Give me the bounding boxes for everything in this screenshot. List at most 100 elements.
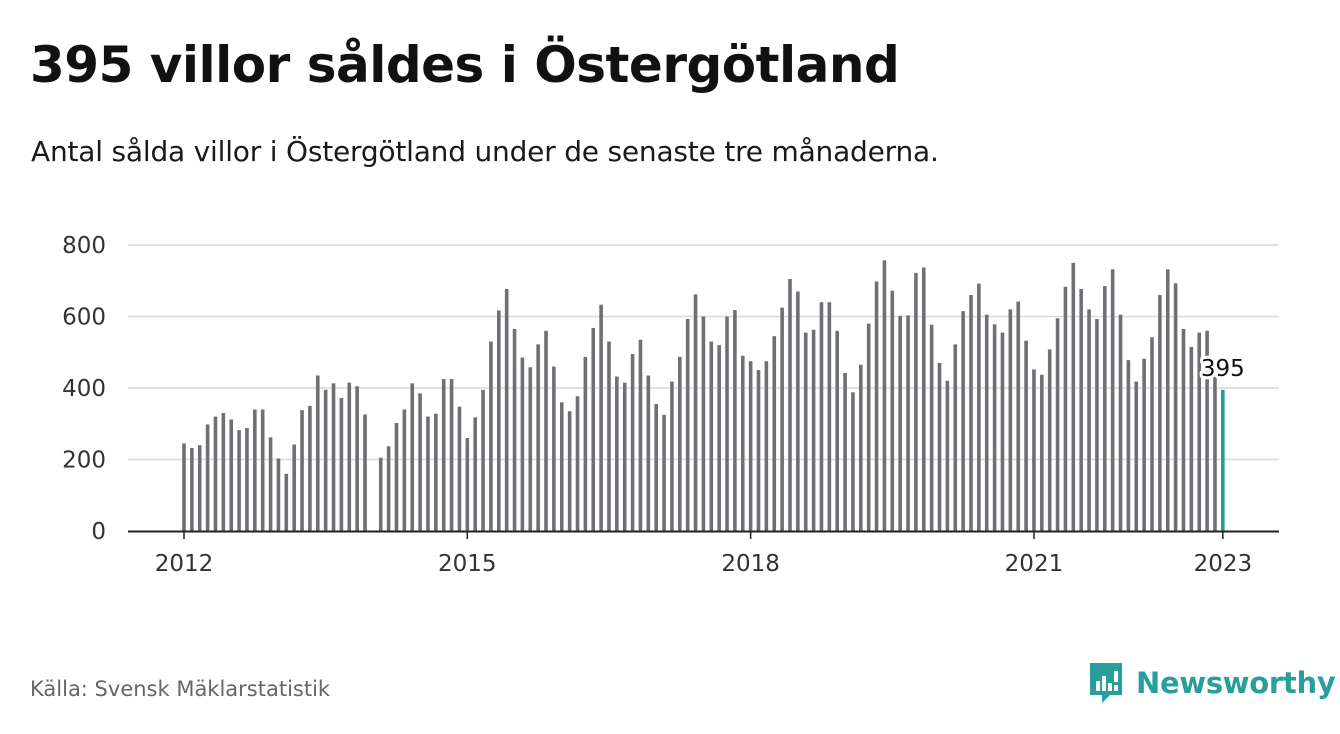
bar xyxy=(1165,269,1170,531)
bar xyxy=(418,393,422,531)
bar xyxy=(1173,283,1178,531)
bar xyxy=(796,291,800,531)
bar xyxy=(1142,358,1146,531)
bar xyxy=(457,406,462,531)
bar xyxy=(583,356,588,531)
bar xyxy=(599,304,603,531)
bar xyxy=(906,315,910,531)
bar xyxy=(229,419,234,531)
bar xyxy=(1063,286,1068,531)
bar xyxy=(363,414,367,531)
bar xyxy=(237,430,241,531)
bar xyxy=(945,380,950,531)
bar xyxy=(819,302,824,531)
bar xyxy=(1189,346,1194,531)
source-note: Källa: Svensk Mäklarstatistik xyxy=(30,677,331,701)
bar xyxy=(646,375,651,531)
x-tick-label: 2018 xyxy=(721,551,780,577)
chart-title: 395 villor såldes i Östergötland xyxy=(30,36,900,94)
bar xyxy=(591,327,596,531)
bar xyxy=(772,336,777,531)
bar xyxy=(725,316,729,531)
bar xyxy=(1055,318,1060,531)
bar xyxy=(213,416,218,531)
bar xyxy=(536,344,540,531)
y-tick-label: 800 xyxy=(62,233,106,259)
bar xyxy=(1213,376,1217,531)
bar-highlight xyxy=(1221,389,1225,531)
bars xyxy=(182,260,1225,532)
bar xyxy=(1158,295,1162,531)
bar xyxy=(984,314,989,531)
bar xyxy=(205,424,210,531)
bar xyxy=(402,409,407,531)
bar xyxy=(882,260,887,531)
bar xyxy=(197,445,202,531)
bar xyxy=(780,307,784,531)
bar xyxy=(1134,381,1139,531)
bar xyxy=(268,437,273,531)
bar xyxy=(701,316,706,531)
bar xyxy=(308,405,312,532)
bar xyxy=(559,402,564,531)
bar xyxy=(615,376,619,531)
bar xyxy=(331,383,336,531)
bar xyxy=(969,295,973,531)
bar xyxy=(1047,349,1052,531)
bar xyxy=(1016,301,1021,531)
bar xyxy=(811,329,816,531)
bar xyxy=(977,283,981,531)
y-tick-label: 600 xyxy=(62,305,106,331)
x-tick-label: 2012 xyxy=(155,551,214,577)
bar xyxy=(284,473,289,531)
y-tick-label: 0 xyxy=(91,519,106,545)
bar xyxy=(300,410,304,531)
bar xyxy=(1102,286,1107,531)
bar xyxy=(1040,374,1044,531)
bar xyxy=(961,311,965,531)
bar xyxy=(1197,332,1202,531)
bar xyxy=(803,332,808,531)
bar xyxy=(851,392,855,531)
bar xyxy=(253,409,257,531)
bar xyxy=(355,386,359,531)
bar xyxy=(512,329,517,531)
bar xyxy=(394,423,399,531)
bar xyxy=(567,411,572,531)
bar xyxy=(378,457,383,531)
bar xyxy=(434,413,438,531)
bar xyxy=(575,396,580,531)
bar xyxy=(835,330,840,531)
bar xyxy=(1205,330,1209,531)
bar xyxy=(473,417,477,531)
bar xyxy=(245,428,249,531)
bar xyxy=(1118,314,1123,531)
bar xyxy=(638,339,643,531)
bar xyxy=(465,438,470,531)
bar xyxy=(1024,340,1028,531)
bar xyxy=(874,281,879,531)
bar xyxy=(1079,288,1083,531)
bar xyxy=(866,323,871,531)
bar xyxy=(929,324,934,531)
bar xyxy=(685,319,690,531)
bar xyxy=(1087,309,1091,531)
bar xyxy=(426,416,430,531)
bar xyxy=(890,290,895,531)
bar xyxy=(182,443,186,531)
bar xyxy=(1071,262,1076,532)
bar xyxy=(504,288,509,531)
bar xyxy=(937,362,942,531)
x-tick-label: 2021 xyxy=(1005,551,1064,577)
bar xyxy=(292,444,296,531)
bar xyxy=(347,382,352,531)
bar xyxy=(386,446,391,531)
bar xyxy=(1008,309,1013,531)
y-tick-label: 400 xyxy=(62,376,106,402)
brand-name: Newsworthy xyxy=(1136,666,1336,700)
bar xyxy=(733,310,737,531)
bar xyxy=(992,324,997,531)
data-label-last: 395 xyxy=(1201,356,1245,382)
bar xyxy=(693,294,698,531)
